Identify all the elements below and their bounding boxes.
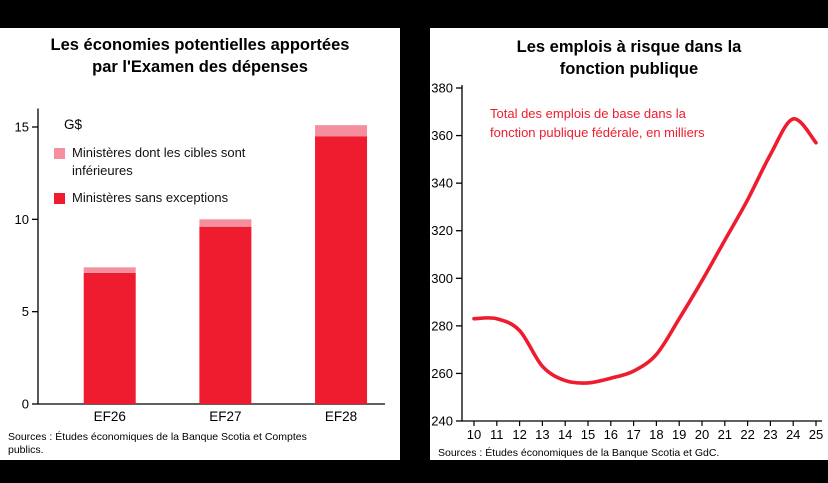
legend-item-light-red: Ministères dont les cibles sont inférieu…: [54, 144, 267, 180]
line-chart-annotation-line1: Total des emplois de base dans la: [490, 106, 686, 121]
svg-text:5: 5: [22, 304, 29, 319]
line-chart: 240 260 280 300 320 340 360 380 10 11 12 13 14 15 16 17…: [431, 81, 823, 443]
legend-label-red: Ministères sans exceptions: [72, 190, 229, 205]
svg-text:16: 16: [604, 427, 618, 442]
svg-text:24: 24: [786, 427, 800, 442]
svg-text:300: 300: [431, 271, 453, 286]
svg-text:320: 320: [431, 223, 453, 238]
line-chart-title: Les emplois à risque dans la fonction pu…: [430, 36, 828, 80]
svg-text:12: 12: [512, 427, 526, 442]
svg-text:340: 340: [431, 176, 453, 191]
line-chart-title-line1: Les emplois à risque dans la: [516, 38, 742, 56]
svg-text:240: 240: [431, 414, 453, 429]
svg-text:10: 10: [467, 427, 481, 442]
bar-chart-source: Sources : Études économiques de la Banqu…: [8, 431, 307, 456]
svg-text:14: 14: [558, 427, 572, 442]
svg-text:G$: G$: [64, 117, 83, 132]
svg-text:17: 17: [626, 427, 640, 442]
svg-text:20: 20: [695, 427, 709, 442]
panel-divider: [400, 0, 430, 483]
svg-text:18: 18: [649, 427, 663, 442]
svg-text:10: 10: [15, 212, 29, 227]
bar-chart: 0 5 10 15 EF26 EF27 EF28 G$: [15, 108, 385, 424]
svg-text:280: 280: [431, 318, 453, 333]
legend-item-red: Ministères sans exceptions: [54, 189, 267, 207]
svg-text:15: 15: [15, 120, 29, 135]
svg-text:0: 0: [22, 397, 29, 412]
bar-chart-legend: Ministères dont les cibles sont inférieu…: [54, 144, 267, 207]
svg-text:360: 360: [431, 128, 453, 143]
svg-text:22: 22: [740, 427, 754, 442]
line-chart-annotation-line2: fonction publique fédérale, en milliers: [490, 125, 705, 140]
svg-text:23: 23: [763, 427, 777, 442]
svg-text:EF27: EF27: [209, 409, 241, 424]
bar-chart-title-line2: par l'Examen des dépenses: [92, 58, 308, 76]
line-chart-source: Sources : Études économiques de la Banqu…: [438, 447, 720, 459]
svg-text:15: 15: [581, 427, 595, 442]
line-chart-annotation: Total des emplois de base dans la foncti…: [490, 104, 705, 142]
svg-text:260: 260: [431, 366, 453, 381]
legend-label-light-red: Ministères dont les cibles sont inférieu…: [72, 145, 246, 178]
legend-swatch-light-red: [54, 148, 65, 159]
line-chart-panel: Les emplois à risque dans la fonction pu…: [430, 28, 828, 460]
svg-text:21: 21: [718, 427, 732, 442]
svg-text:EF26: EF26: [94, 409, 126, 424]
bar-chart-panel: Les économies potentielles apportées par…: [0, 28, 400, 460]
legend-swatch-red: [54, 193, 65, 204]
svg-text:19: 19: [672, 427, 686, 442]
svg-text:380: 380: [431, 81, 453, 96]
svg-text:EF28: EF28: [325, 409, 357, 424]
bar-chart-title-line1: Les économies potentielles apportées: [50, 36, 350, 54]
svg-text:25: 25: [809, 427, 823, 442]
bar-chart-title: Les économies potentielles apportées par…: [0, 34, 400, 78]
svg-text:11: 11: [490, 427, 504, 442]
svg-text:13: 13: [535, 427, 549, 442]
line-chart-title-line2: fonction publique: [559, 60, 699, 78]
